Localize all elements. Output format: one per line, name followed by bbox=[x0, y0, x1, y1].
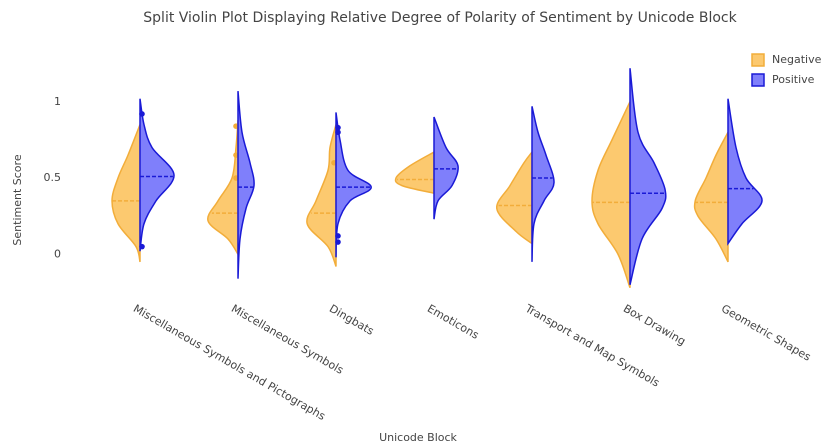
violin-half bbox=[139, 98, 175, 252]
y-tick-label: 0.5 bbox=[44, 171, 62, 184]
legend-swatch bbox=[751, 53, 765, 67]
x-tick-label: Emoticons bbox=[425, 302, 481, 342]
violin-half bbox=[111, 124, 141, 263]
violin-half bbox=[531, 106, 555, 262]
violin-half bbox=[237, 91, 255, 279]
chart-title: Split Violin Plot Displaying Relative De… bbox=[143, 10, 737, 26]
legend-swatch bbox=[751, 73, 765, 87]
outlier-point bbox=[335, 124, 341, 131]
outlier-point bbox=[139, 243, 145, 250]
violin-half bbox=[394, 150, 435, 195]
violin-half bbox=[591, 101, 631, 289]
outlier-point bbox=[335, 129, 341, 136]
violin-half bbox=[693, 131, 729, 263]
violin-half bbox=[496, 149, 533, 246]
violin-half bbox=[207, 119, 239, 257]
y-tick-label: 0 bbox=[54, 247, 61, 260]
outlier-point bbox=[335, 239, 341, 245]
x-tick-label: Dingbats bbox=[327, 302, 376, 338]
violin-half bbox=[629, 68, 667, 285]
x-tick-label: Box Drawing bbox=[621, 302, 688, 348]
legend-label: Negative bbox=[772, 53, 822, 66]
x-tick-label: Geometric Shapes bbox=[719, 302, 813, 364]
x-axis-label: Unicode Block bbox=[379, 431, 457, 444]
outlier-point bbox=[139, 111, 145, 117]
y-tick-label: 1 bbox=[54, 95, 61, 108]
legend-label: Positive bbox=[772, 73, 815, 86]
violin-half bbox=[727, 98, 763, 246]
y-axis-label: Sentiment Score bbox=[11, 154, 24, 245]
violin-half bbox=[306, 124, 337, 267]
outlier-point bbox=[335, 233, 341, 239]
x-tick-label: Miscellaneous Symbols and Pictographs bbox=[131, 302, 328, 423]
violin-half bbox=[433, 116, 459, 220]
violin-half bbox=[335, 112, 372, 258]
